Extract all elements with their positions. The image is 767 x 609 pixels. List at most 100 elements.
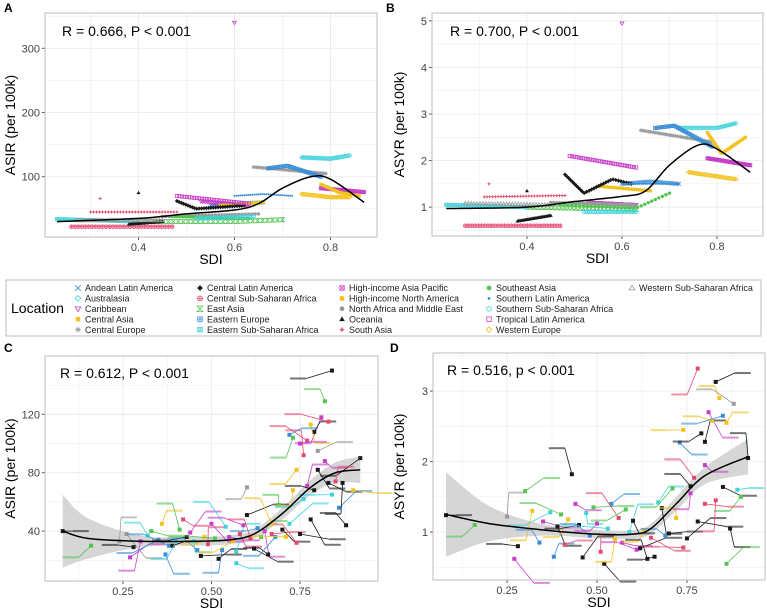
data-point xyxy=(729,121,735,127)
data-point xyxy=(121,224,126,229)
data-point xyxy=(658,131,663,136)
country-label-stub xyxy=(729,432,746,435)
country-label-stub xyxy=(576,539,593,542)
data-point xyxy=(640,182,643,185)
data-point xyxy=(697,171,703,177)
country-point xyxy=(269,521,274,526)
label-leader-line xyxy=(211,523,228,542)
data-point xyxy=(231,215,236,220)
data-point xyxy=(76,217,82,223)
data-point xyxy=(634,165,639,170)
country-point xyxy=(627,530,632,535)
data-point xyxy=(179,194,184,199)
country-point xyxy=(276,502,281,507)
country-point xyxy=(541,519,546,524)
country-label-stub xyxy=(548,447,565,450)
data-point xyxy=(265,193,268,196)
legend-marker-icon xyxy=(339,316,345,322)
data-point xyxy=(151,209,156,214)
data-point xyxy=(515,201,521,207)
data-point xyxy=(574,203,578,208)
data-point xyxy=(160,219,165,223)
country-point xyxy=(319,415,324,420)
data-point xyxy=(695,171,701,177)
correlation-annotation: R = 0.700, P < 0.001 xyxy=(450,23,579,39)
data-point xyxy=(610,202,615,206)
legend-item: High-income North America xyxy=(339,294,459,304)
data-point xyxy=(632,209,637,214)
data-point xyxy=(307,155,313,161)
country-point xyxy=(329,492,334,497)
country-point xyxy=(128,555,133,560)
data-point xyxy=(163,209,168,214)
legend-marker-icon xyxy=(74,295,82,302)
data-point xyxy=(698,171,705,177)
data-point xyxy=(121,209,126,214)
data-point xyxy=(607,185,611,189)
panel-B: 0.4 0.6 0.8 1 2 3 4 5 SDI ASYR (per 100k) B R = 0.7… xyxy=(386,1,764,266)
data-point xyxy=(166,209,171,214)
country-point xyxy=(322,399,327,404)
data-point xyxy=(235,214,240,220)
data-point xyxy=(648,182,651,185)
country-label-stub xyxy=(639,532,656,535)
series-eastern-europe xyxy=(653,123,715,149)
series-tropical-latin-america xyxy=(174,193,251,206)
label-leader-line xyxy=(688,433,702,442)
legend-marker-icon xyxy=(75,316,81,322)
data-point xyxy=(274,217,281,223)
country-label-stub xyxy=(585,492,602,495)
data-point xyxy=(515,194,520,199)
country-point xyxy=(290,488,295,493)
label-leader-line xyxy=(161,510,168,524)
country-label-stub xyxy=(270,456,287,459)
legend-marker-icon xyxy=(339,306,345,312)
data-point xyxy=(236,200,241,205)
legend-item: Australasia xyxy=(74,294,130,304)
data-point xyxy=(117,224,123,229)
country-label-stub xyxy=(156,502,173,505)
legend-label: East Asia xyxy=(207,304,245,314)
y-axis-title: ASYR (per 100k) xyxy=(391,72,407,178)
data-point xyxy=(247,193,250,196)
data-point xyxy=(621,186,626,191)
data-point xyxy=(109,209,114,214)
data-point xyxy=(554,205,561,211)
panel-A: 0.4 0.6 0.8 100 200 300 SDI ASIR (per 100k) A R =… xyxy=(2,1,378,267)
country-label-stub xyxy=(682,415,699,418)
data-point xyxy=(232,200,237,205)
data-point xyxy=(636,182,639,185)
data-point xyxy=(653,130,658,135)
data-point xyxy=(133,209,138,214)
data-point xyxy=(177,194,182,199)
country-point xyxy=(591,505,596,510)
data-point xyxy=(269,217,276,223)
country-label-stub xyxy=(696,388,713,391)
legend-label: Andean Latin America xyxy=(85,283,173,293)
data-point xyxy=(605,185,609,189)
data-point xyxy=(305,192,311,198)
label-leader-line xyxy=(686,368,699,395)
data-point xyxy=(183,215,188,219)
data-point xyxy=(673,133,678,138)
legend-label: Central Asia xyxy=(85,314,134,324)
data-point xyxy=(554,193,559,198)
data-point xyxy=(300,191,306,197)
data-point xyxy=(648,129,653,134)
data-point xyxy=(127,217,133,223)
label-leader-line xyxy=(462,524,475,537)
legend-label: Tropical Latin America xyxy=(496,314,585,324)
country-label-stub xyxy=(231,547,248,550)
country-label-stub xyxy=(640,506,657,509)
data-point xyxy=(719,124,726,130)
country-point xyxy=(181,517,186,522)
data-point xyxy=(138,217,145,223)
data-point xyxy=(731,176,737,182)
data-point xyxy=(322,194,328,200)
data-point xyxy=(702,125,708,131)
country-point xyxy=(728,526,733,531)
country-point xyxy=(227,534,232,539)
data-point xyxy=(182,194,187,199)
country-point xyxy=(287,432,292,437)
country-label-stub xyxy=(455,514,472,517)
